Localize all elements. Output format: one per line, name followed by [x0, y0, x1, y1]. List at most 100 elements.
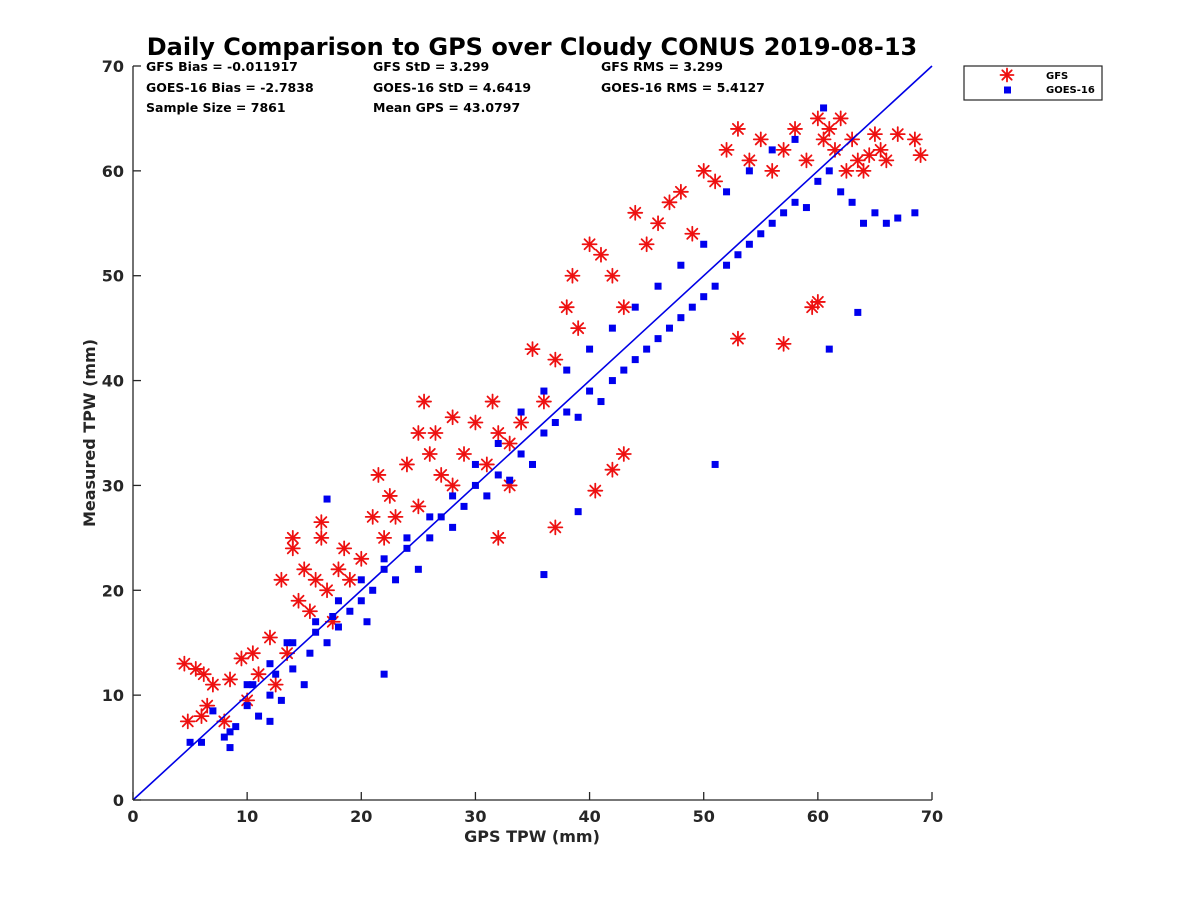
gfs-point — [524, 341, 541, 358]
goes16-point — [791, 135, 799, 143]
goes16-point — [654, 282, 662, 290]
goes16-point — [882, 219, 890, 227]
goes16-point — [277, 696, 285, 704]
gfs-point — [570, 320, 587, 337]
gfs-point — [490, 425, 507, 441]
goes16-point — [860, 219, 868, 227]
goes16-point — [768, 146, 776, 154]
goes16-point — [654, 335, 662, 343]
gfs-point — [650, 215, 666, 232]
gfs-point — [456, 446, 472, 462]
goes16-point — [357, 597, 365, 605]
goes16-point — [369, 586, 377, 594]
gfs-point — [204, 676, 221, 693]
x-axis-label: GPS TPW (mm) — [464, 827, 600, 846]
goes16-point — [186, 738, 194, 746]
gfs-point — [284, 529, 301, 546]
goes16-point — [220, 733, 228, 741]
reference-line — [132, 65, 933, 801]
gfs-point — [399, 456, 415, 473]
goes16-point — [665, 324, 673, 332]
gfs-point — [809, 110, 826, 127]
gfs-point — [307, 571, 324, 588]
gfs-point — [564, 267, 581, 284]
goes16-point — [820, 104, 828, 112]
stat-mean-gps: Mean GPS = 43.0797 — [373, 100, 520, 115]
reference-line-group — [132, 65, 933, 801]
gfs-point — [672, 183, 689, 200]
chart-title: Daily Comparison to GPS over Cloudy CONU… — [147, 33, 918, 61]
gfs-point — [604, 461, 621, 478]
goes16-point — [232, 723, 240, 731]
gfs-point — [752, 131, 769, 148]
stat-sample-size: Sample Size = 7861 — [146, 100, 286, 115]
gfs-point — [444, 477, 461, 494]
gfs-point — [336, 540, 353, 557]
goes16-point — [620, 366, 628, 374]
gfs-point — [370, 467, 387, 483]
gfs-point — [741, 152, 758, 169]
goes16-point — [357, 576, 365, 584]
goes16-point — [449, 523, 457, 531]
goes16-point — [608, 324, 616, 332]
gfs-point — [267, 676, 284, 693]
gfs-point — [353, 550, 370, 567]
goes16-point — [272, 670, 280, 678]
goes16-point — [334, 623, 342, 631]
goes16-point — [757, 230, 765, 238]
goes16-point — [414, 565, 422, 573]
goes16-point — [745, 167, 753, 175]
goes16-point — [848, 198, 856, 206]
goes16-point — [688, 303, 696, 311]
goes16-point — [631, 303, 639, 311]
gfs-point — [381, 488, 398, 504]
gfs-point — [216, 713, 233, 730]
y-tick-label: 40 — [102, 372, 124, 391]
x-tick-label: 40 — [578, 807, 600, 826]
gfs-point — [815, 131, 832, 148]
goes16-point — [255, 712, 263, 720]
gfs-point — [387, 508, 404, 525]
legend: GFS GOES-16 — [963, 65, 1103, 101]
gfs-point — [296, 561, 313, 578]
gfs-point — [547, 519, 564, 536]
gfs-point — [410, 498, 427, 515]
goes16-point — [494, 439, 502, 447]
goes16-point — [346, 607, 354, 615]
legend-box — [963, 65, 1103, 101]
goes16-point — [243, 681, 251, 689]
gfs-point — [262, 629, 278, 646]
x-tick-label: 60 — [807, 807, 829, 826]
goes16-point — [380, 670, 388, 678]
goes16-point — [197, 738, 205, 746]
gfs-point — [912, 147, 929, 164]
gfs-point — [832, 110, 849, 127]
goes16-point — [426, 513, 434, 521]
gfs-point — [787, 121, 803, 137]
gfs-point — [410, 425, 427, 441]
goes16-point — [529, 460, 536, 468]
goes16-point — [574, 508, 582, 516]
gfs-point — [176, 655, 193, 672]
goes16-point — [814, 177, 822, 185]
legend-gfs-marker — [999, 67, 1015, 83]
goes16-point — [300, 681, 308, 689]
gfs-point — [187, 661, 204, 677]
gfs-point — [376, 529, 393, 546]
gfs-point — [730, 330, 746, 347]
x-tick-label: 30 — [464, 807, 486, 826]
x-tick-label: 10 — [236, 807, 258, 826]
gfs-point — [581, 236, 598, 253]
y-tick-label: 20 — [102, 581, 124, 600]
gfs-point — [798, 152, 815, 169]
gfs-point — [433, 467, 450, 483]
gfs-point — [867, 126, 883, 143]
goes16-point — [392, 576, 400, 584]
stat-gfs-std: GFS StD = 3.299 — [373, 59, 489, 74]
goes16-point — [494, 471, 502, 479]
goes16-point — [289, 665, 297, 673]
goes16-point — [266, 717, 274, 725]
goes16-point — [209, 707, 217, 715]
stat-goes-rms: GOES-16 RMS = 5.4127 — [601, 80, 765, 95]
gfs-point — [684, 225, 701, 242]
